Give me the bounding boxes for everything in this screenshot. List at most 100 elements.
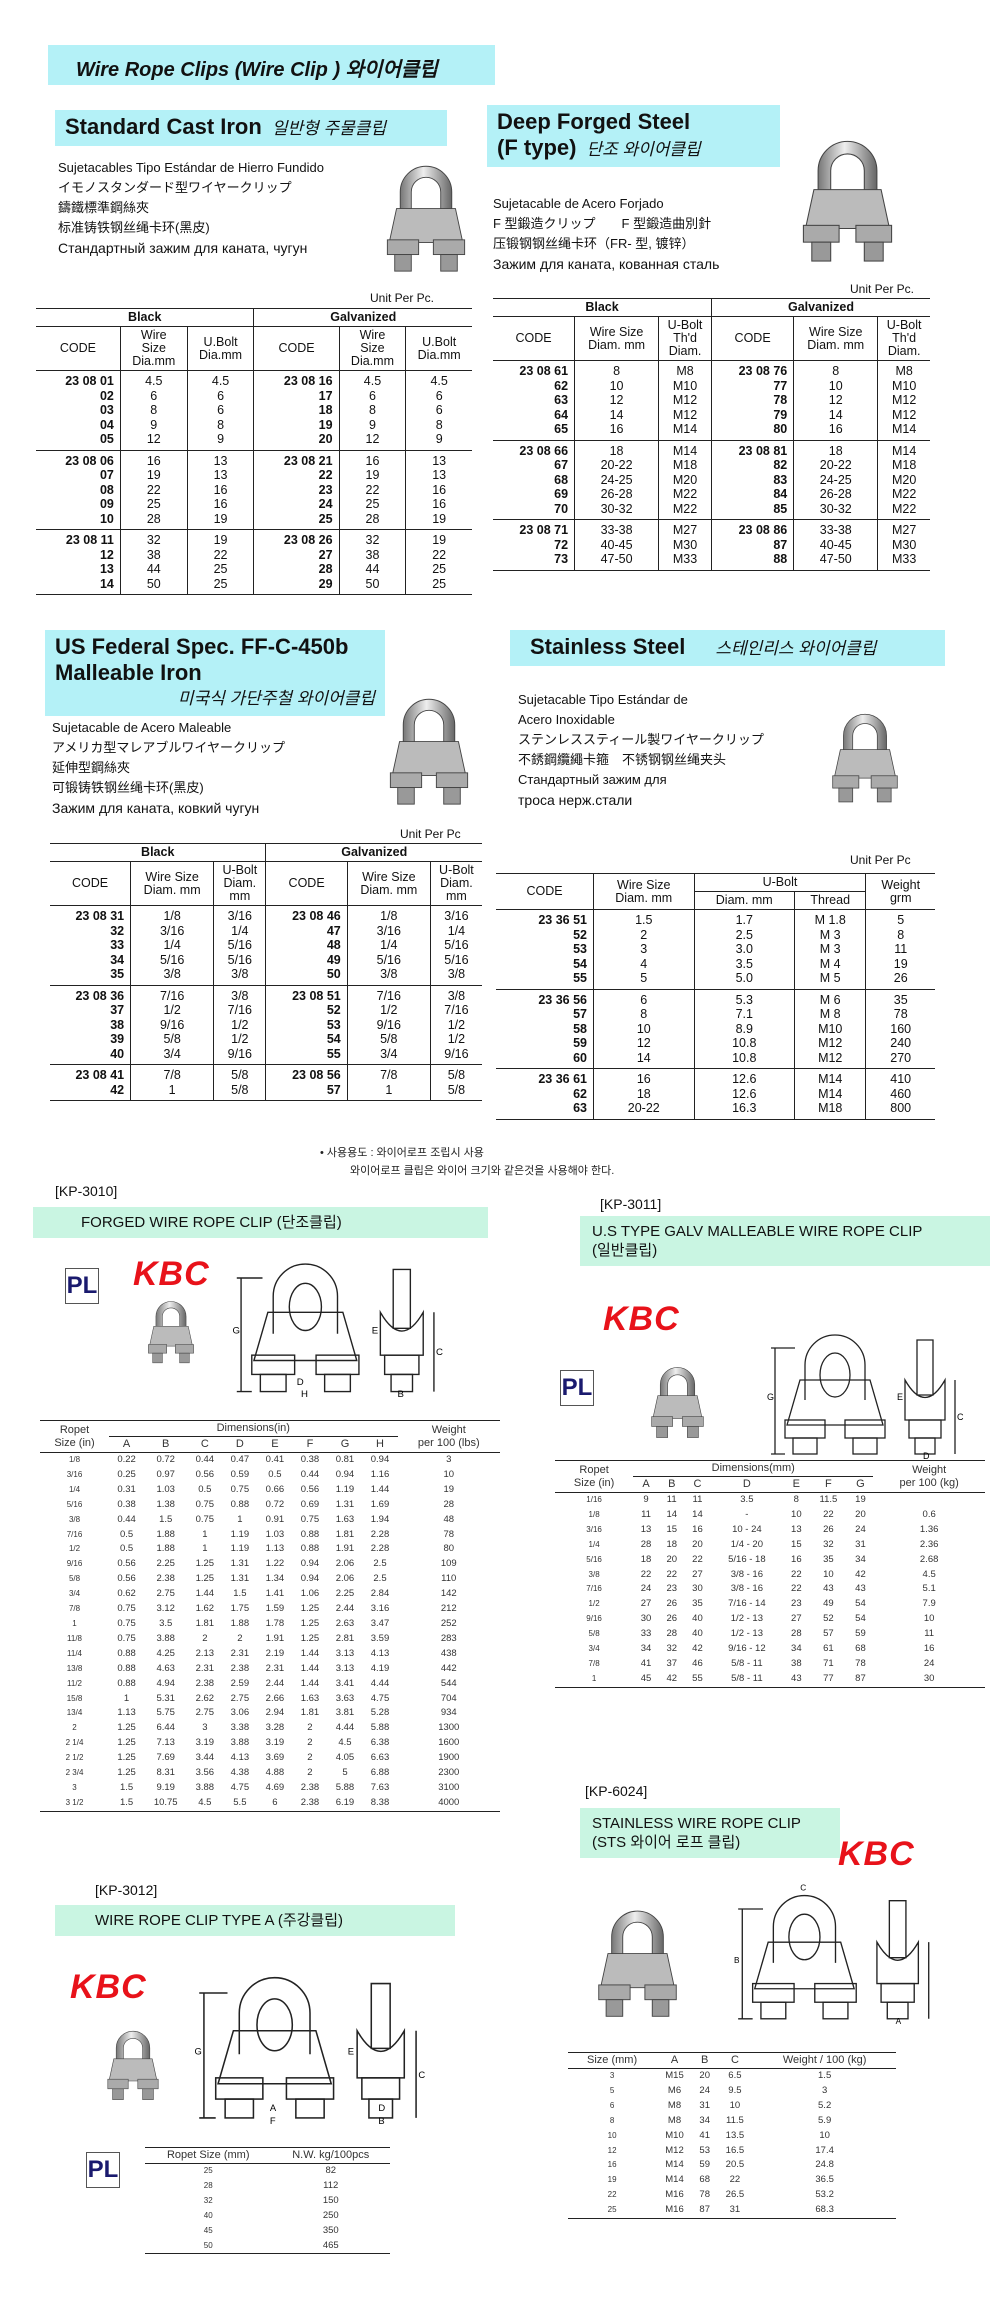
table-cell: 13 bbox=[186, 450, 254, 468]
table-cell: 7.63 bbox=[370, 1781, 390, 1793]
table-cell: 59 bbox=[573, 1036, 588, 1050]
table-cell: 250 bbox=[322, 2209, 339, 2221]
table-cell: 23 08 66 bbox=[519, 443, 569, 458]
table-cell: 4.13 bbox=[370, 1647, 390, 1659]
table-cell: 03 bbox=[99, 403, 114, 417]
table-cell: 2.31 bbox=[230, 1647, 250, 1659]
table-cell: 2 bbox=[72, 1723, 77, 1733]
table-cell: 3/8 bbox=[130, 967, 214, 985]
table-cell: 1.88 bbox=[156, 1528, 175, 1540]
table-cell: 544 bbox=[440, 1677, 457, 1689]
kbc-logo: KBC bbox=[603, 1300, 680, 1338]
table-cell: 17 bbox=[253, 388, 340, 403]
table-cell: 2.44 bbox=[335, 1603, 355, 1615]
table-row: 10 M10 41 13.5 10 bbox=[568, 2129, 896, 2144]
table-cell: 15/8 bbox=[66, 1693, 83, 1703]
kbc-logo: KBC bbox=[70, 1968, 147, 2006]
table-cell: 19 bbox=[338, 468, 406, 483]
table-cell: 9 bbox=[643, 1494, 649, 1505]
table-cell: M12 bbox=[658, 393, 712, 408]
column-header: E bbox=[783, 1476, 810, 1493]
table-row: 2 1.25 6.44 3 3.38 3.28 2 4.44 5.88 1300 bbox=[40, 1721, 500, 1736]
table-cell: 3.5 bbox=[159, 1617, 173, 1629]
stainless-table: CODE Wire Size Diam. mm U-Bolt Weight grm D… bbox=[496, 873, 935, 1120]
table-cell: 8 bbox=[405, 417, 472, 432]
table-cell: 1.69 bbox=[370, 1498, 390, 1510]
table-cell: 16 bbox=[574, 422, 659, 440]
table-cell: 5.75 bbox=[156, 1707, 175, 1719]
table-cell: 19 bbox=[865, 956, 935, 971]
table-row: 3 M15 20 6.5 1.5 bbox=[568, 2069, 896, 2084]
table-cell: 11/8 bbox=[67, 1633, 83, 1643]
table-row: 02 6 6 17 6 6 bbox=[36, 388, 472, 403]
table-cell: 64 bbox=[554, 407, 569, 422]
table-row: 5 M6 24 9.5 3 bbox=[568, 2084, 896, 2099]
table-cell: 7/16 - 14 bbox=[728, 1598, 766, 1610]
standard-cast-iron-title: Standard Cast Iron 일반형 주물클립 bbox=[55, 110, 447, 146]
column-header: U-Bolt Diam. mm bbox=[213, 861, 266, 906]
table-cell: 1/4 bbox=[429, 923, 482, 938]
table-cell: M16 bbox=[665, 2189, 684, 2201]
table-cell: 3.88 bbox=[195, 1781, 215, 1793]
table-cell: 20 bbox=[692, 1538, 703, 1550]
table-cell: 33 bbox=[640, 1628, 652, 1640]
table-cell: 8.38 bbox=[370, 1796, 390, 1808]
table-cell: 26 bbox=[666, 1613, 678, 1625]
table-cell: 79 bbox=[710, 407, 794, 422]
table-cell: 1.81 bbox=[300, 1707, 320, 1719]
table-cell: 40 bbox=[692, 1613, 703, 1625]
table-cell: M14 bbox=[794, 1086, 866, 1101]
table-cell: 1.22 bbox=[265, 1558, 285, 1570]
table-cell: 23 08 01 bbox=[65, 374, 114, 388]
table-row: 23 36 51 1.5 1.7 M 1.8 5 bbox=[496, 909, 935, 928]
table-cell: 2.38 bbox=[230, 1662, 250, 1674]
desc-line: Sujetacable de Acero Forjado bbox=[493, 196, 664, 211]
table-cell: 1.34 bbox=[265, 1573, 285, 1585]
table-cell: 4.44 bbox=[335, 1722, 355, 1734]
table-cell: 7.69 bbox=[156, 1752, 175, 1764]
table-cell: 3/8 bbox=[429, 967, 482, 985]
kp3010-title: FORGED WIRE ROPE CLIP (단조클립) bbox=[33, 1207, 488, 1238]
table-cell: 150 bbox=[322, 2194, 339, 2206]
table-row: 23 08 36 7/16 3/8 23 08 51 7/16 3/8 bbox=[50, 985, 482, 1003]
table-cell: 50 bbox=[265, 967, 348, 985]
table-cell: 2 bbox=[237, 1632, 243, 1644]
table-cell: 6 bbox=[186, 403, 254, 418]
pl-logo: PL bbox=[65, 1268, 99, 1304]
table-cell: 10.75 bbox=[153, 1796, 178, 1808]
table-cell: 3.44 bbox=[195, 1752, 215, 1764]
table-cell: 19 bbox=[186, 511, 254, 530]
table-cell: 2300 bbox=[438, 1767, 460, 1779]
title-en-2: (F type) bbox=[497, 135, 577, 160]
row-group: 23 08 31 1/8 3/16 23 08 46 1/8 3/16 32 3/16 1/4 4… bbox=[50, 905, 482, 985]
table-cell: 54 bbox=[573, 956, 588, 971]
us-federal-title: US Federal Spec. FF-C-450b Malleable Iron… bbox=[45, 630, 385, 716]
table-cell: 0.56 bbox=[300, 1483, 320, 1495]
table-cell: 62 bbox=[573, 1086, 588, 1101]
table-cell: M12 bbox=[665, 2144, 684, 2156]
table-cell: 0.88 bbox=[300, 1528, 320, 1540]
table-cell: 3/8 - 16 bbox=[730, 1568, 763, 1580]
table-row: 69 26-28 M22 84 26-28 M22 bbox=[493, 487, 930, 502]
table-cell: 5/16 bbox=[213, 952, 266, 967]
table-cell: 23 bbox=[253, 482, 340, 497]
title-en-2: Malleable Iron bbox=[55, 660, 202, 685]
table-cell: 3.5 bbox=[693, 956, 795, 971]
table-cell: M12 bbox=[877, 393, 930, 408]
desc-line: F 型鍛造クリップ F 型鍛造曲別針 bbox=[493, 216, 712, 231]
kp3011-clip-image bbox=[645, 1360, 710, 1440]
table-cell: 69 bbox=[554, 487, 569, 501]
table-cell: 2.28 bbox=[370, 1528, 390, 1540]
table-cell: 14 bbox=[593, 1050, 695, 1069]
table-cell: 3.28 bbox=[265, 1722, 285, 1734]
table-cell: 5.31 bbox=[156, 1692, 175, 1704]
table-row: 2 1/4 1.25 7.13 3.19 3.88 3.19 2 4.5 6.38 1600 bbox=[40, 1736, 500, 1751]
table-cell: M 3 bbox=[794, 927, 866, 942]
column-header: A bbox=[633, 1476, 659, 1493]
column-header: CODE bbox=[50, 861, 131, 906]
table-cell: M33 bbox=[658, 552, 712, 570]
table-cell: M22 bbox=[877, 487, 930, 502]
table-cell: 1/2 bbox=[588, 1599, 600, 1609]
table-cell: 23 bbox=[666, 1583, 678, 1595]
